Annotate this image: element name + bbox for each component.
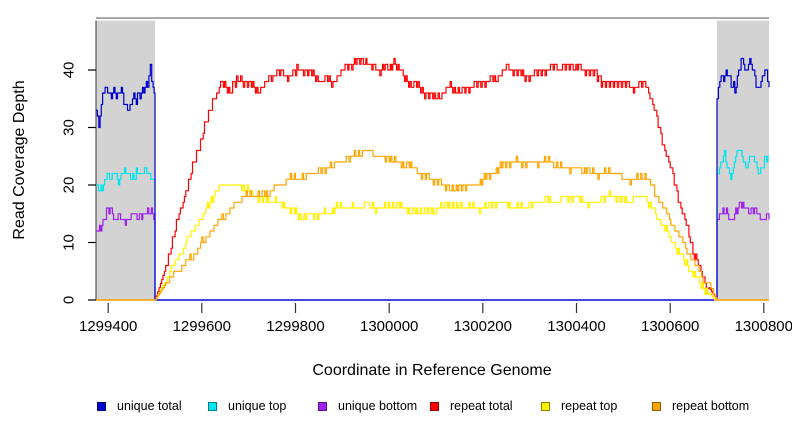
series-line-unique-total	[96, 57, 770, 301]
legend-item-repeat-top: repeat top	[541, 399, 617, 413]
y-tick-label: 0	[60, 296, 77, 304]
series-line-repeat-top	[96, 184, 769, 301]
y-tick-label: 20	[60, 177, 77, 194]
x-tick-label: 1300800	[735, 318, 792, 335]
series-line-repeat-bottom	[96, 149, 769, 301]
legend-item-unique-bottom: unique bottom	[318, 399, 417, 413]
x-tick-label: 1300200	[454, 318, 512, 335]
x-axis-title: Coordinate in Reference Genome	[312, 362, 552, 379]
legend-label: repeat bottom	[672, 399, 750, 413]
legend-swatch-repeat-total	[430, 401, 439, 411]
legend-label: unique top	[228, 399, 287, 413]
legend-swatch-unique-total	[97, 401, 106, 411]
y-tick-label: 10	[60, 234, 77, 251]
legend-label: unique total	[117, 399, 182, 413]
y-axis-title: Read Coverage Depth	[11, 80, 28, 240]
y-tick-label: 30	[60, 119, 77, 136]
legend-item-repeat-bottom: repeat bottom	[652, 399, 749, 413]
x-tick-label: 1300000	[360, 318, 418, 335]
legend-swatch-repeat-bottom	[652, 401, 661, 411]
legend-item-unique-top: unique top	[208, 399, 286, 413]
y-tick-label: 40	[60, 62, 77, 79]
legend-label: repeat top	[561, 399, 618, 413]
x-tick-label: 1299400	[79, 318, 137, 335]
legend-label: repeat total	[450, 399, 513, 413]
x-tick-label: 1299800	[266, 318, 324, 335]
legend-label: unique bottom	[338, 399, 418, 413]
legend-item-unique-total: unique total	[97, 399, 182, 413]
x-tick-label: 1300400	[547, 318, 605, 335]
x-tick-label: 1300600	[641, 318, 699, 335]
legend-item-repeat-total: repeat total	[430, 399, 513, 413]
legend: unique total unique top unique bottom re…	[0, 399, 792, 421]
series-line-unique-bottom	[96, 201, 770, 301]
legend-swatch-unique-top	[208, 401, 217, 411]
legend-swatch-repeat-top	[541, 401, 550, 411]
legend-swatch-unique-bottom	[318, 401, 327, 411]
series-line-repeat-total	[96, 57, 769, 301]
shaded-region	[96, 20, 155, 301]
x-tick-label: 1299600	[173, 318, 231, 335]
